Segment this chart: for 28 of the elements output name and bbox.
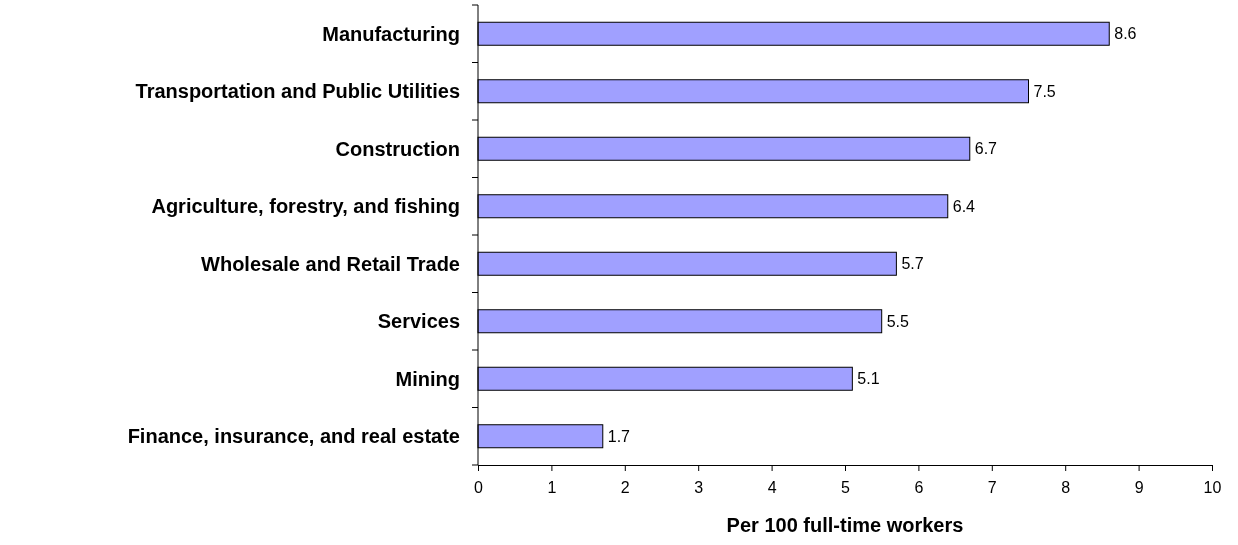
x-tick-label: 0 <box>474 479 484 497</box>
y-tick-label: Mining <box>395 367 460 390</box>
x-tick-label: 1 <box>547 479 557 497</box>
x-axis-title: Per 100 full-time workers <box>726 514 964 536</box>
x-tick-label: 6 <box>914 479 924 497</box>
data-label: 6.4 <box>952 197 976 215</box>
y-tick-label: Transportation and Public Utilities <box>135 80 460 103</box>
data-label: 5.1 <box>857 370 880 388</box>
x-tick-label: 4 <box>767 479 777 497</box>
data-label: 5.5 <box>886 312 910 330</box>
data-label: 7.5 <box>1033 82 1056 100</box>
data-label: 5.7 <box>901 255 924 273</box>
x-tick-label: 5 <box>841 479 851 497</box>
data-label: 6.7 <box>974 140 998 158</box>
y-tick-label: Agriculture, forestry, and fishing <box>151 195 460 218</box>
y-tick-label: Manufacturing <box>322 22 460 45</box>
y-tick-label: Construction <box>335 137 460 160</box>
x-tick-label: 7 <box>987 479 997 497</box>
x-tick-label: 10 <box>1203 479 1222 497</box>
data-label: 8.6 <box>1114 25 1137 43</box>
x-tick-label: 2 <box>620 479 630 497</box>
y-tick-label: Finance, insurance, and real estate <box>127 425 460 448</box>
y-tick-label: Wholesale and Retail Trade <box>201 252 460 275</box>
x-tick-label: 8 <box>1061 479 1071 497</box>
x-tick-label: 3 <box>694 479 704 497</box>
y-tick-label: Services <box>377 310 460 333</box>
data-label: 1.7 <box>607 427 631 445</box>
x-tick-label: 9 <box>1134 479 1144 497</box>
